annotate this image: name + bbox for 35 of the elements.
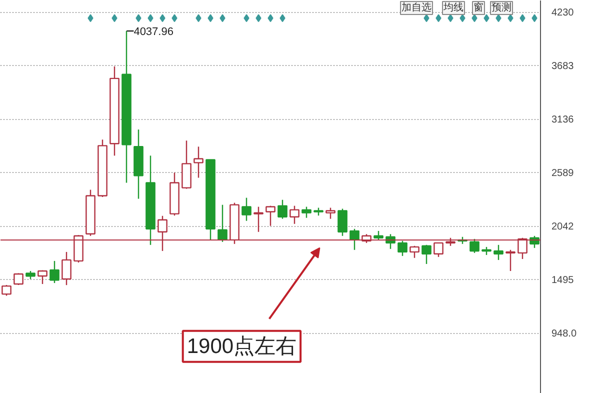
candlestick [470,238,480,254]
candlestick [494,244,504,261]
annotation: 预测 [492,2,512,14]
y-tick-label: 4230 [552,8,574,19]
annotation: 窗 [474,2,484,14]
candlestick [266,205,276,226]
candlestick [338,208,348,237]
candlestick [302,206,312,218]
candlestick [50,260,60,284]
annotation: 4037.96 [134,26,174,38]
annotation: 加自选 [402,2,432,14]
candlestick [38,270,48,285]
annotation: 1900点左右 [186,334,297,358]
candlestick [194,146,204,178]
y-tick-label: 3683 [552,61,574,72]
candlestick [350,228,360,250]
y-tick-label: 1495 [552,275,574,286]
candlestick [62,251,72,286]
candlestick [242,197,252,222]
candlestick [326,207,336,220]
y-tick-label: 3136 [552,114,574,126]
candlestick [2,284,12,296]
annotation: 均线 [442,2,464,14]
y-tick-label: 2042 [552,222,574,233]
y-tick-label: 2589 [552,168,574,180]
candlestick [506,249,516,272]
candlestick [410,245,420,259]
candlestick [434,242,444,258]
y-tick-label: 948.0 [552,328,577,340]
candlestick [218,204,228,242]
candlestick [278,199,288,220]
candlestick [290,205,300,224]
candlestick [254,206,264,232]
candlestick [422,244,432,265]
candlestick [398,240,408,257]
